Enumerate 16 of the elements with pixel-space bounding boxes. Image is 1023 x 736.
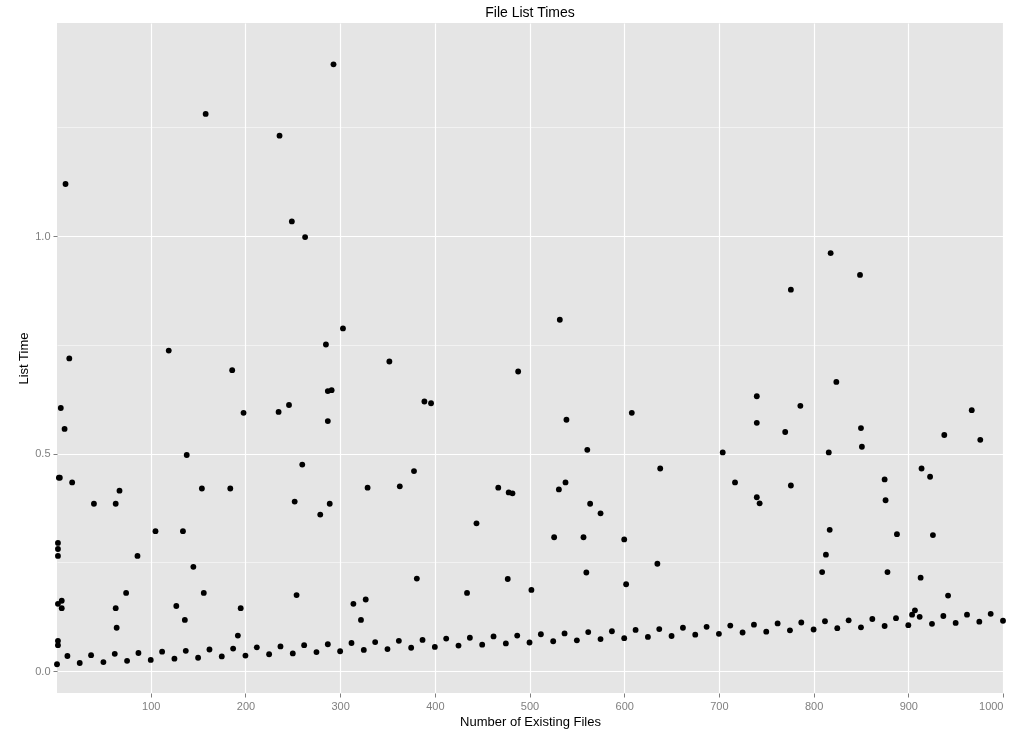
x-tick-label: 1000 xyxy=(979,699,1004,712)
x-tick-label: 200 xyxy=(236,699,256,712)
x-tick-label: 800 xyxy=(804,699,824,712)
x-tick-label: 600 xyxy=(615,699,634,712)
x-tick-label: 900 xyxy=(899,699,918,712)
x-tick-label: 500 xyxy=(520,699,540,712)
x-tick-label: 700 xyxy=(710,699,729,712)
x-tick-label: 400 xyxy=(426,699,445,712)
y-tick-label: 0.5 xyxy=(35,447,51,460)
x-axis-title: Number of Existing Files xyxy=(460,713,602,729)
y-tick-label: 0.0 xyxy=(35,664,51,677)
x-tick-label: 300 xyxy=(331,699,350,712)
y-axis-title: List Time xyxy=(16,332,32,385)
y-tick-label: 1.0 xyxy=(35,229,51,242)
x-tick-label: 100 xyxy=(142,699,161,712)
chart-title: File List Times xyxy=(485,4,575,20)
